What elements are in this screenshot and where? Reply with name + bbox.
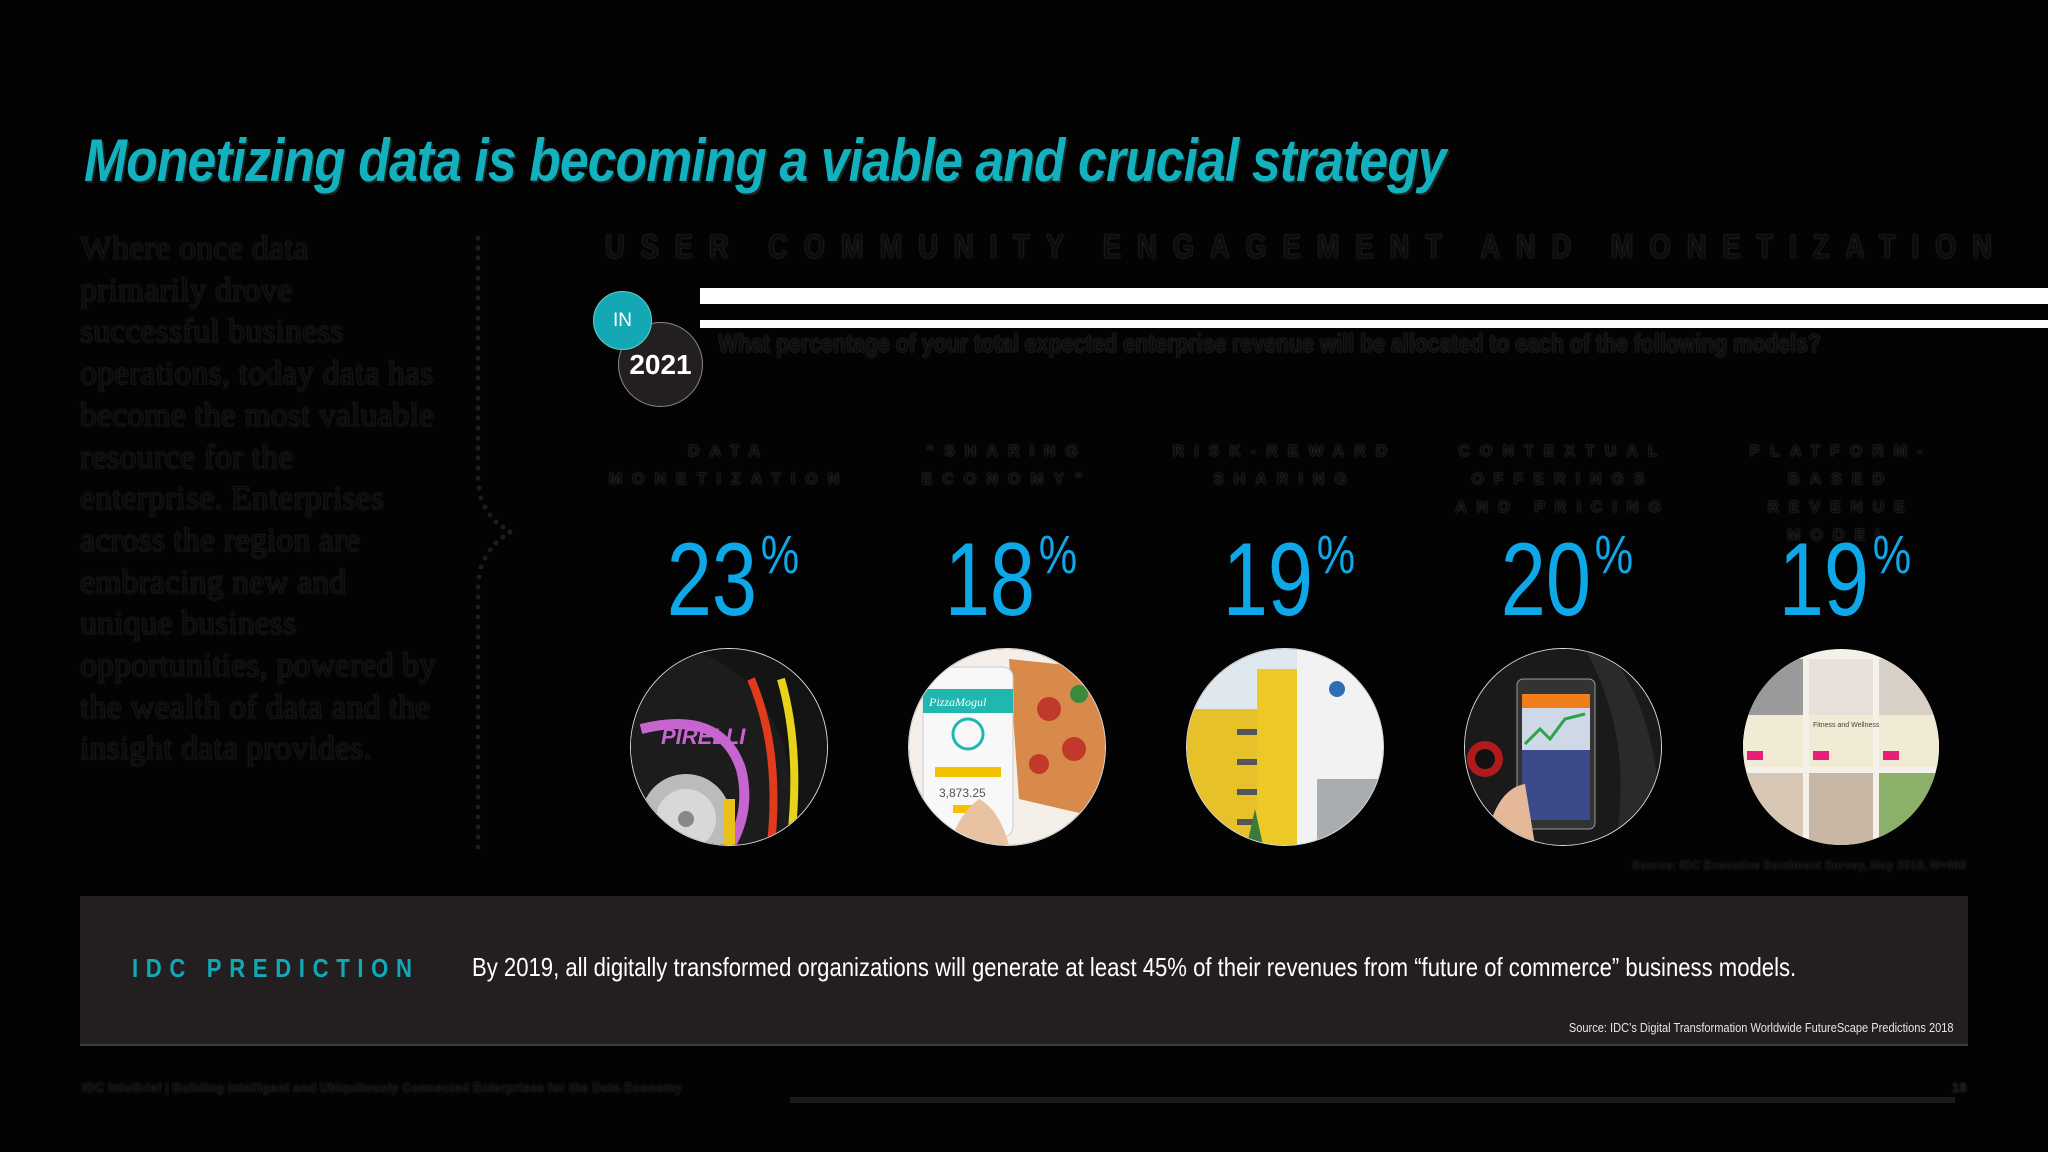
prediction-source: Source: IDC’s Digital Transformation Wor… [1569, 1020, 1954, 1035]
percentage-value: 18 [944, 522, 1036, 638]
model-percentage: 23 % [654, 528, 804, 648]
model-label: DATA MONETIZATION [608, 443, 850, 488]
model-percentage: 19 % [1210, 528, 1360, 648]
survey-question: What percentage of your total expected e… [718, 328, 1821, 358]
model-label: CONTEXTUAL OFFERINGS AND PRICING [1455, 443, 1671, 516]
section-title: USER COMMUNITY ENGAGEMENT AND MONETIZATI… [605, 228, 2008, 266]
percentage-value: 19 [1222, 522, 1314, 638]
svg-text:Fitness and Wellness: Fitness and Wellness [1813, 722, 1880, 729]
model-platform-based-revenue: PLATFORM-BASED REVENUE MODEL 19 % Fitnes… [1702, 438, 1980, 846]
page-title: Monetizing data is becoming a viable and… [84, 127, 1447, 194]
bracket-lower-dots [475, 534, 506, 850]
prediction-text: By 2019, all digitally transformed organ… [472, 952, 1797, 982]
prediction-label: IDC PREDICTION [132, 953, 420, 983]
building-photo [1186, 648, 1384, 846]
year-badge: 2021 [618, 322, 703, 407]
bracket-upper-dots [475, 235, 513, 535]
revenue-models: DATA MONETIZATION 23 % PIRELLI “SHARING … [590, 438, 1980, 846]
percent-symbol: % [1594, 525, 1634, 585]
in-badge: IN [593, 291, 652, 350]
pirelli-tyres-photo: PIRELLI [630, 648, 828, 846]
svg-text:3,873.25: 3,873.25 [939, 786, 986, 800]
model-sharing-economy: “SHARING ECONOMY” 18 % PizzaMogul 3,873.… [868, 438, 1146, 846]
intro-paragraph: Where once data primarily drove successf… [80, 230, 436, 768]
decorative-stripe [700, 288, 2048, 304]
model-contextual-offerings: CONTEXTUAL OFFERINGS AND PRICING 20 % [1424, 438, 1702, 846]
survey-source: Source: IDC Executive Sentiment Survey, … [1631, 858, 1966, 872]
footer-divider [790, 1097, 1955, 1103]
percent-symbol: % [1038, 525, 1078, 585]
percent-symbol: % [760, 525, 800, 585]
model-risk-reward-sharing: RISK-REWARD SHARING 19 % [1146, 438, 1424, 846]
percent-symbol: % [1316, 525, 1356, 585]
decorative-stripe [700, 320, 2048, 328]
percentage-value: 20 [1500, 522, 1592, 638]
model-label: PLATFORM-BASED REVENUE MODEL [1749, 443, 1933, 544]
model-data-monetization: DATA MONETIZATION 23 % PIRELLI [590, 438, 868, 846]
footer-text: IDC InfoBrief | Building Intelligent and… [82, 1080, 683, 1095]
model-label: “SHARING ECONOMY” [921, 443, 1093, 488]
model-percentage: 20 % [1488, 528, 1638, 648]
fitness-marketplace-photo: Fitness and Wellness [1742, 648, 1940, 846]
percent-symbol: % [1872, 525, 1912, 585]
idc-prediction-panel: IDC PREDICTION By 2019, all digitally tr… [80, 896, 1968, 1046]
svg-text:PizzaMogul: PizzaMogul [928, 695, 987, 709]
dotted-bracket-divider [475, 235, 513, 850]
car-navigation-app-photo [1464, 648, 1662, 846]
pizza-app-photo: PizzaMogul 3,873.25 [908, 648, 1106, 846]
page-number: 18 [1952, 1080, 1967, 1095]
model-percentage: 19 % [1766, 528, 1916, 648]
percentage-value: 23 [666, 522, 758, 638]
svg-text:PIRELLI: PIRELLI [661, 724, 746, 749]
model-percentage: 18 % [932, 528, 1082, 648]
percentage-value: 19 [1778, 522, 1870, 638]
model-label: RISK-REWARD SHARING [1172, 443, 1398, 488]
